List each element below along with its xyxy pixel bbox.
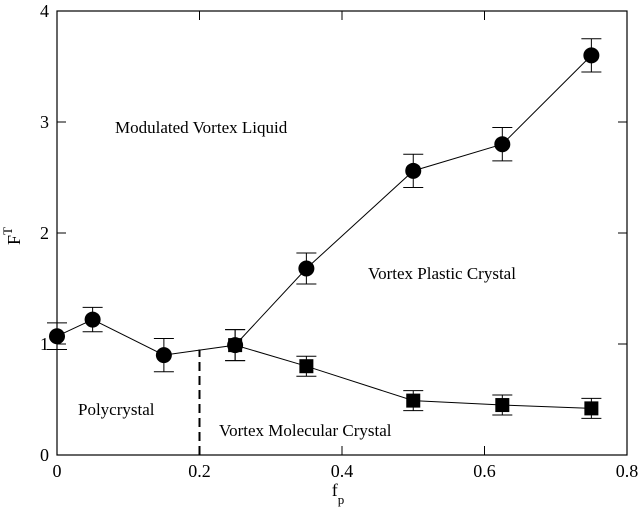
y-tick-label: 3 (40, 112, 49, 132)
data-point (495, 398, 510, 413)
region-label: Polycrystal (78, 400, 155, 419)
data-point (228, 338, 243, 353)
y-label-sup: T (0, 227, 15, 235)
y-tick-label: 2 (40, 223, 49, 243)
data-point (584, 401, 599, 416)
y-axis-label: FT (0, 227, 24, 245)
x-tick-label: 0.4 (331, 461, 354, 481)
region-label: Vortex Molecular Crystal (219, 421, 392, 440)
x-label-sub: p (338, 492, 345, 507)
data-point (406, 393, 421, 408)
y-tick-label: 4 (40, 1, 49, 21)
y-label-main: F (4, 235, 24, 245)
data-point (494, 136, 511, 153)
region-label: Modulated Vortex Liquid (115, 118, 288, 137)
x-tick-label: 0 (53, 461, 62, 481)
x-tick-label: 0.2 (188, 461, 211, 481)
region-label: Vortex Plastic Crystal (368, 264, 516, 283)
plot-frame (56, 10, 628, 456)
data-point (298, 260, 315, 277)
x-axis-label: fp (332, 480, 345, 507)
data-point (405, 162, 422, 179)
x-tick-label: 0.6 (473, 461, 496, 481)
data-point (299, 359, 314, 374)
data-point (84, 311, 101, 328)
series-line (56, 55, 592, 356)
data-point (583, 47, 600, 64)
data-point (155, 347, 172, 364)
y-tick-label: 1 (40, 334, 49, 354)
data-point (49, 328, 65, 345)
y-tick-label: 0 (40, 445, 49, 465)
x-label-main: f (332, 480, 338, 500)
x-tick-label: 0.8 (616, 461, 639, 481)
